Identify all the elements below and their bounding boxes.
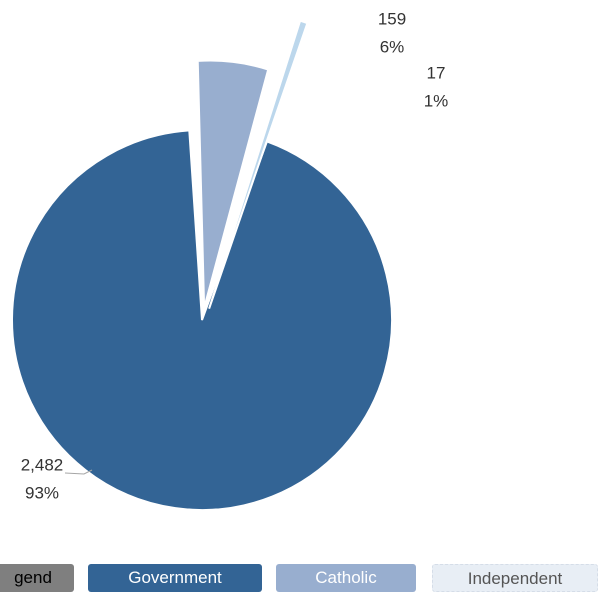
data-label-value: 17	[427, 63, 446, 82]
pie-slices	[11, 19, 393, 511]
slice-catholic	[196, 59, 270, 309]
legend-item-independent[interactable]: Independent	[432, 564, 598, 592]
data-label-percent: 93%	[25, 483, 59, 502]
data-label-value: 159	[378, 9, 406, 28]
legend-item-catholic[interactable]: Catholic	[276, 564, 416, 592]
legend-item-government[interactable]: Government	[88, 564, 262, 592]
data-label-value: 2,482	[21, 455, 64, 474]
leader-line	[64, 469, 93, 475]
legend-title: gend	[0, 564, 74, 592]
slice-independent	[208, 19, 309, 309]
slice-government	[11, 129, 393, 511]
data-label-percent: 6%	[380, 37, 405, 56]
data-label-percent: 1%	[424, 91, 449, 110]
legend: gend Government Catholic Independent	[0, 564, 598, 592]
data-labels: 2,482 93% 159 6% 17 1%	[21, 9, 449, 502]
leader-lines	[64, 469, 93, 475]
